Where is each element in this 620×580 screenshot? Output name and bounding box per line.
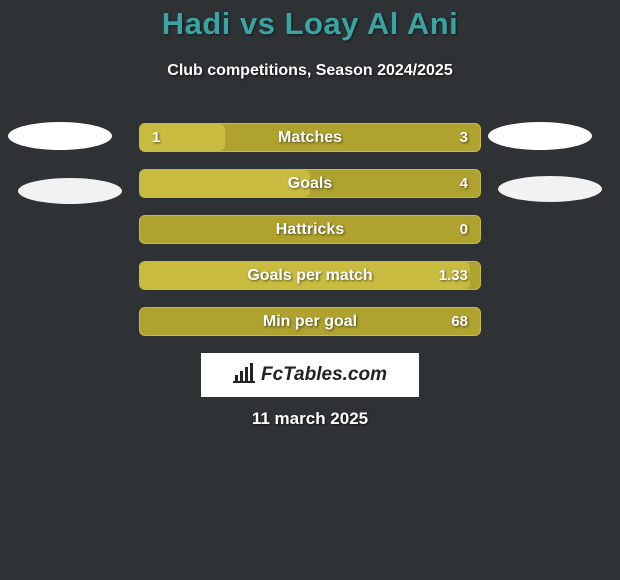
stat-bar-right-value: 0 [460, 216, 468, 243]
stat-bar-right-value: 68 [451, 308, 468, 335]
stat-bar: Goals per match1.33 [139, 261, 481, 290]
player-right-ellipse-1 [498, 176, 602, 202]
stat-bar-label: Hattricks [140, 216, 480, 243]
stat-bar: Goals4 [139, 169, 481, 198]
stat-bar-label: Min per goal [140, 308, 480, 335]
brand-badge: FcTables.com [201, 353, 419, 397]
stat-bar: Matches1 3 [139, 123, 481, 152]
stat-bar: Hattricks0 [139, 215, 481, 244]
comparison-infographic: Hadi vs Loay Al Ani Club competitions, S… [0, 0, 620, 580]
stat-bar-label: Goals [140, 170, 480, 197]
stat-bar-right-value: 3 [460, 124, 468, 151]
date-caption: 11 march 2025 [0, 409, 620, 429]
player-right-ellipse-0 [488, 122, 592, 150]
bar-chart-icon [233, 363, 257, 388]
stat-bar: Min per goal68 [139, 307, 481, 336]
stat-bar-right-value: 4 [460, 170, 468, 197]
stat-bar-left-value: 1 [152, 124, 160, 151]
player-left-ellipse-1 [18, 178, 122, 204]
subtitle: Club competitions, Season 2024/2025 [0, 62, 620, 80]
player-left-ellipse-0 [8, 122, 112, 150]
brand-text: FcTables.com [261, 364, 387, 386]
stat-bar-label: Goals per match [140, 262, 480, 289]
page-title: Hadi vs Loay Al Ani [0, 6, 620, 42]
stat-bar-label: Matches [140, 124, 480, 151]
stat-bar-right-value: 1.33 [439, 262, 468, 289]
